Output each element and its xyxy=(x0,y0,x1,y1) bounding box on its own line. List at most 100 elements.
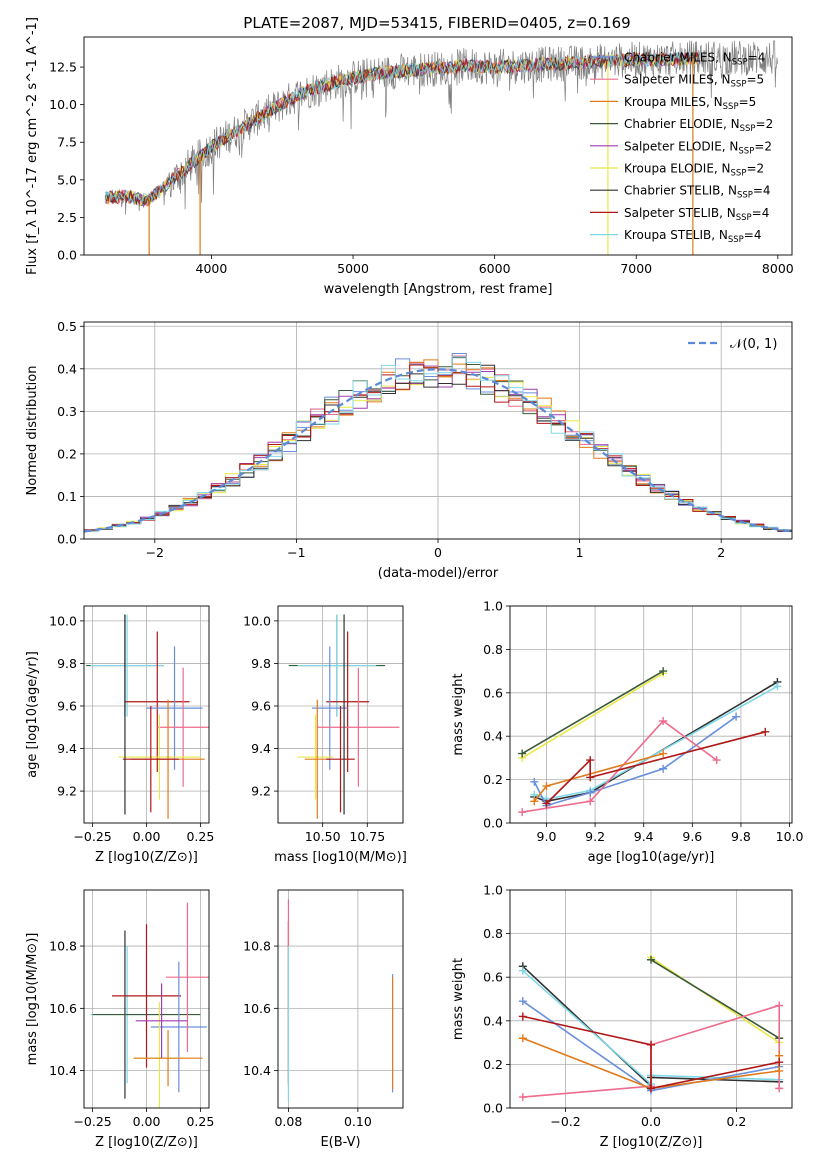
weight-point-marker xyxy=(775,1058,784,1067)
y-tick-label: 12.5 xyxy=(49,60,77,75)
x-tick-label: 9.4 xyxy=(634,829,654,844)
axes-frame xyxy=(277,605,404,824)
error-bar-point xyxy=(297,614,377,717)
x-tick-label: −0.25 xyxy=(73,829,111,844)
x-tick-label: 6000 xyxy=(479,261,511,276)
legend-count: =2 xyxy=(754,139,772,153)
y-tick-label: 9.2 xyxy=(57,784,77,799)
weight-series-line xyxy=(522,1015,780,1090)
axes-frame xyxy=(509,605,793,824)
weight-point-marker xyxy=(761,727,770,736)
y-tick-label: 9.4 xyxy=(251,741,271,756)
weight-point-marker xyxy=(518,808,527,817)
y-tick-label: 10.4 xyxy=(243,1063,271,1078)
x-tick-label: 2 xyxy=(717,545,725,560)
y-tick-label: 0.2 xyxy=(483,1057,503,1072)
y-tick-label: 0.8 xyxy=(483,926,503,941)
y-tick-label: 10.4 xyxy=(49,1063,77,1078)
error-bar-point xyxy=(326,705,355,813)
y-tick-label: 5.0 xyxy=(57,172,77,187)
residual-histogram xyxy=(84,356,792,533)
legend-subscript: SSP xyxy=(731,169,747,179)
weight-point-marker xyxy=(518,749,527,758)
weight-point-marker xyxy=(586,756,595,765)
y-tick-label: 1.0 xyxy=(483,883,503,898)
weight-point-marker xyxy=(518,997,527,1006)
spectrum-plot xyxy=(104,40,778,255)
chart-residuals: −2 −1 0 1 2 0.0 0.1 0.2 0.3 0.4 0.5 (data-model)/er… xyxy=(25,319,793,581)
legend-count: =4 xyxy=(753,184,771,198)
residuals-plot xyxy=(84,353,792,534)
x-tick-label: 8000 xyxy=(762,261,794,276)
chart-mass-vs-Z: −0.25 0.00 0.25 10.4 10.6 10.8 Z [log10(Z/Z⊙)]… xyxy=(25,889,214,1150)
y-tick-label: 9.2 xyxy=(251,784,271,799)
y-tick-label: 9.8 xyxy=(251,656,271,671)
y-axis-label: mass [log10(M/M⊙)] xyxy=(25,933,40,1066)
error-bar-point xyxy=(326,631,370,772)
legend-count: =4 xyxy=(752,206,770,220)
error-bar-point xyxy=(150,961,207,1093)
error-bar-point xyxy=(122,705,179,813)
x-tick-label: 10.0 xyxy=(776,829,804,844)
y-tick-label: 0.0 xyxy=(57,532,77,547)
x-tick-label: 0.10 xyxy=(344,1114,372,1129)
y-axis-label: age [log10(age/yr)] xyxy=(25,651,40,778)
axes-frame xyxy=(509,889,793,1109)
y-tick-label: 10.6 xyxy=(243,1001,271,1016)
x-tick-label: 0.0 xyxy=(641,1114,661,1129)
y-tick-label: 9.6 xyxy=(251,698,271,713)
axes-frame xyxy=(83,321,793,540)
weight-point-marker xyxy=(712,756,721,765)
x-tick-label: 0.2 xyxy=(727,1114,747,1129)
y-tick-label: 0.4 xyxy=(483,1013,503,1028)
weight-vs-Z-plot xyxy=(518,953,784,1102)
error-bar-point xyxy=(297,714,334,800)
y-axis-label: Normed distribution xyxy=(25,366,40,496)
weight-point-marker xyxy=(530,777,539,786)
weight-point-marker xyxy=(647,1040,655,1049)
legend-label: Chabrier MILES, NSSP=4 xyxy=(624,51,765,68)
residuals-legend: 𝒩(0, 1) xyxy=(688,337,777,352)
x-axis-label: mass [log10(M/M⊙)] xyxy=(274,850,407,865)
error-bar-point xyxy=(118,714,201,800)
error-bar-point xyxy=(112,924,181,1068)
weight-point-marker xyxy=(586,788,595,797)
x-tick-label: 4000 xyxy=(196,261,228,276)
legend-count: =2 xyxy=(746,162,764,176)
chart-weight-vs-age: 9.0 9.2 9.4 9.6 9.8 10.0 0.0 0.2 0.4 0.6 0.8 1.0 age… xyxy=(451,599,804,866)
chart-mass-vs-ebv: 0.08 0.10 10.4 10.6 10.8 E(B-V) xyxy=(243,889,404,1150)
y-tick-label: 10.8 xyxy=(243,939,271,954)
x-tick-label: 10.50 xyxy=(305,829,341,844)
x-axis-label: Z [log10(Z/Z⊙)] xyxy=(95,850,198,865)
x-tick-label: −1 xyxy=(287,545,305,560)
weight-series-line xyxy=(534,681,778,803)
y-tick-label: 1.0 xyxy=(483,599,503,614)
axes-frame xyxy=(277,889,404,1109)
chart-spectrum: 4000 5000 6000 7000 8000 0.0 2.5 5.0 7.5 10.0 12.5… xyxy=(25,17,794,297)
y-tick-label: 0.0 xyxy=(483,816,503,831)
y-axis-label: mass weight xyxy=(451,958,466,1040)
weight-point-marker xyxy=(775,1084,784,1093)
y-tick-label: 0.4 xyxy=(483,729,503,744)
x-axis-label: Z [log10(Z/Z⊙)] xyxy=(600,1135,703,1150)
grid xyxy=(278,890,403,1108)
y-tick-label: 0.3 xyxy=(57,404,77,419)
y-tick-label: 10.8 xyxy=(49,939,77,954)
legend-label: Salpeter MILES, NSSP=5 xyxy=(624,73,764,90)
x-tick-label: 9.8 xyxy=(731,829,751,844)
axes-frame xyxy=(83,605,210,824)
grid xyxy=(84,322,792,540)
chart-age-vs-Z: −0.25 0.00 0.25 9.2 9.4 9.6 9.8 10.0 Z [log10(Z/… xyxy=(25,605,214,865)
x-tick-label: −2 xyxy=(146,545,164,560)
error-bar-point xyxy=(146,646,203,770)
y-tick-label: 0.6 xyxy=(483,685,503,700)
legend-label: Chabrier ELODIE, NSSP=2 xyxy=(624,117,773,134)
x-axis-label: wavelength [Angstrom, rest frame] xyxy=(324,282,553,297)
y-tick-label: 10.0 xyxy=(49,613,77,628)
y-tick-label: 7.5 xyxy=(57,135,77,150)
error-bar-point xyxy=(90,614,164,717)
error-bar-point xyxy=(165,902,209,1052)
error-bar-point xyxy=(133,1030,203,1087)
